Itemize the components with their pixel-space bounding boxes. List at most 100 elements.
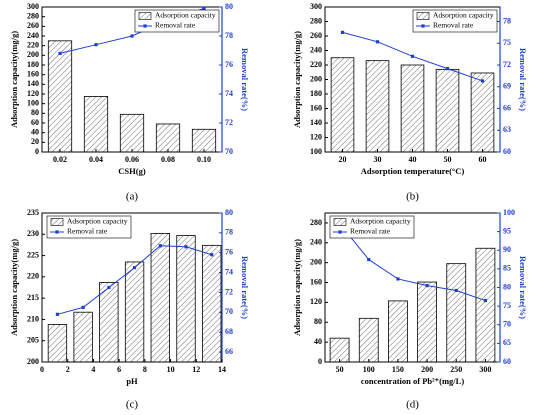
y-tick-label: 0 [318,357,322,366]
bar [435,68,460,153]
y-tick-label: 100 [27,98,39,107]
y-tick-label: 260 [310,31,322,40]
legend-label: Adsorption capacity [350,217,411,226]
x-tick-label: 50 [336,365,344,374]
y2-tick-label: 80 [225,2,233,11]
y2-tick-label: 74 [225,267,233,276]
y2-tick-label: 95 [503,226,511,235]
line-marker [184,245,188,249]
bar [470,72,495,153]
x-tick-label: 2 [66,365,70,374]
y2-tick-label: 69 [503,82,511,91]
y-tick-label: 280 [27,11,39,20]
bar [83,96,109,153]
legend-swatch [138,12,152,20]
y-tick-label: 205 [27,336,39,345]
legend-label: Removal rate [155,21,196,30]
y2-tick-label: 72 [225,287,233,296]
bar [388,300,408,363]
x-axis-label: CSH(g) [118,166,146,176]
y-tick-label: 100 [310,147,322,156]
bar [191,128,217,153]
y2-tick-label: 72 [225,118,233,127]
y2-tick-label: 80 [225,208,233,217]
y-tick-label: 230 [27,229,39,238]
y-tick-label: 240 [27,31,39,40]
y2-tick-label: 78 [503,16,511,25]
bar [155,123,181,153]
caption: (c) [126,399,139,411]
bar [365,60,390,153]
legend-marker [143,24,147,28]
x-tick-label: 250 [450,365,462,374]
bar [400,64,425,153]
y-tick-label: 280 [310,218,322,227]
y2-tick-label: 70 [225,307,233,316]
y2-tick-label: 75 [503,301,511,310]
line-marker [81,305,85,309]
bar [119,113,145,153]
y2-axis-label: Removal rate(%) [518,48,528,111]
x-tick-label: 12 [192,365,200,374]
y-tick-label: 40 [314,337,322,346]
y-tick-label: 220 [27,272,39,281]
legend-swatch [416,12,430,20]
x-tick-label: 100 [363,365,375,374]
y2-tick-label: 80 [503,282,511,291]
x-tick-label: 14 [218,365,226,374]
legend-label: Adsorption capacity [67,217,128,226]
line-marker [94,43,98,47]
bar [446,263,467,363]
y-tick-label: 200 [27,50,39,59]
line-marker [375,40,380,44]
y2-tick-label: 75 [503,38,511,47]
y-tick-label: 220 [310,60,322,69]
line-marker [454,288,458,293]
y-tick-label: 240 [310,238,322,247]
caption: (b) [406,191,419,203]
legend-box [412,9,498,33]
y-axis-label: Adsorption capacity(mg/g) [9,239,19,336]
line-marker [445,67,450,71]
line-marker [340,30,345,34]
bar [47,40,73,153]
line-marker [58,51,62,55]
legend-box [329,215,415,239]
bar [99,281,119,363]
x-tick-label: 0.06 [125,155,139,164]
legend-swatch [50,218,64,226]
y2-axis-label: Removal rate(%) [240,256,250,319]
x-tick-label: 8 [143,365,147,374]
x-tick-label: 40 [409,155,417,164]
y2-tick-label: 100 [503,208,515,217]
y2-tick-label: 78 [225,228,233,237]
y2-axis-label: Removal rate(%) [518,256,528,319]
y2-tick-label: 66 [225,347,233,356]
bar [358,317,379,363]
legend-label: Adsorption capacity [433,11,494,20]
y2-tick-label: 72 [503,60,511,69]
y-axis-label: Adsorption capacity(mg/g) [9,31,19,128]
x-tick-label: 0.04 [89,155,103,164]
x-tick-label: 0.08 [161,155,175,164]
x-tick-label: 0 [40,365,44,374]
y-tick-label: 260 [27,21,39,30]
bar [176,235,196,363]
y-tick-label: 140 [310,118,322,127]
y-tick-label: 20 [31,137,39,146]
y-tick-label: 200 [27,357,39,366]
line-marker [107,285,111,290]
bar [329,337,350,363]
x-axis-label: pH [126,376,138,386]
bar [150,233,170,363]
x-tick-label: 50 [444,155,452,164]
y-tick-label: 210 [27,314,39,323]
caption: (a) [126,191,139,203]
legend-swatch [333,218,347,226]
x-tick-label: 200 [421,365,433,374]
y-tick-label: 160 [27,69,39,78]
line-marker [425,284,429,288]
line-marker [158,244,162,248]
x-axis-label: Adsorption temperature(°C) [361,166,465,176]
